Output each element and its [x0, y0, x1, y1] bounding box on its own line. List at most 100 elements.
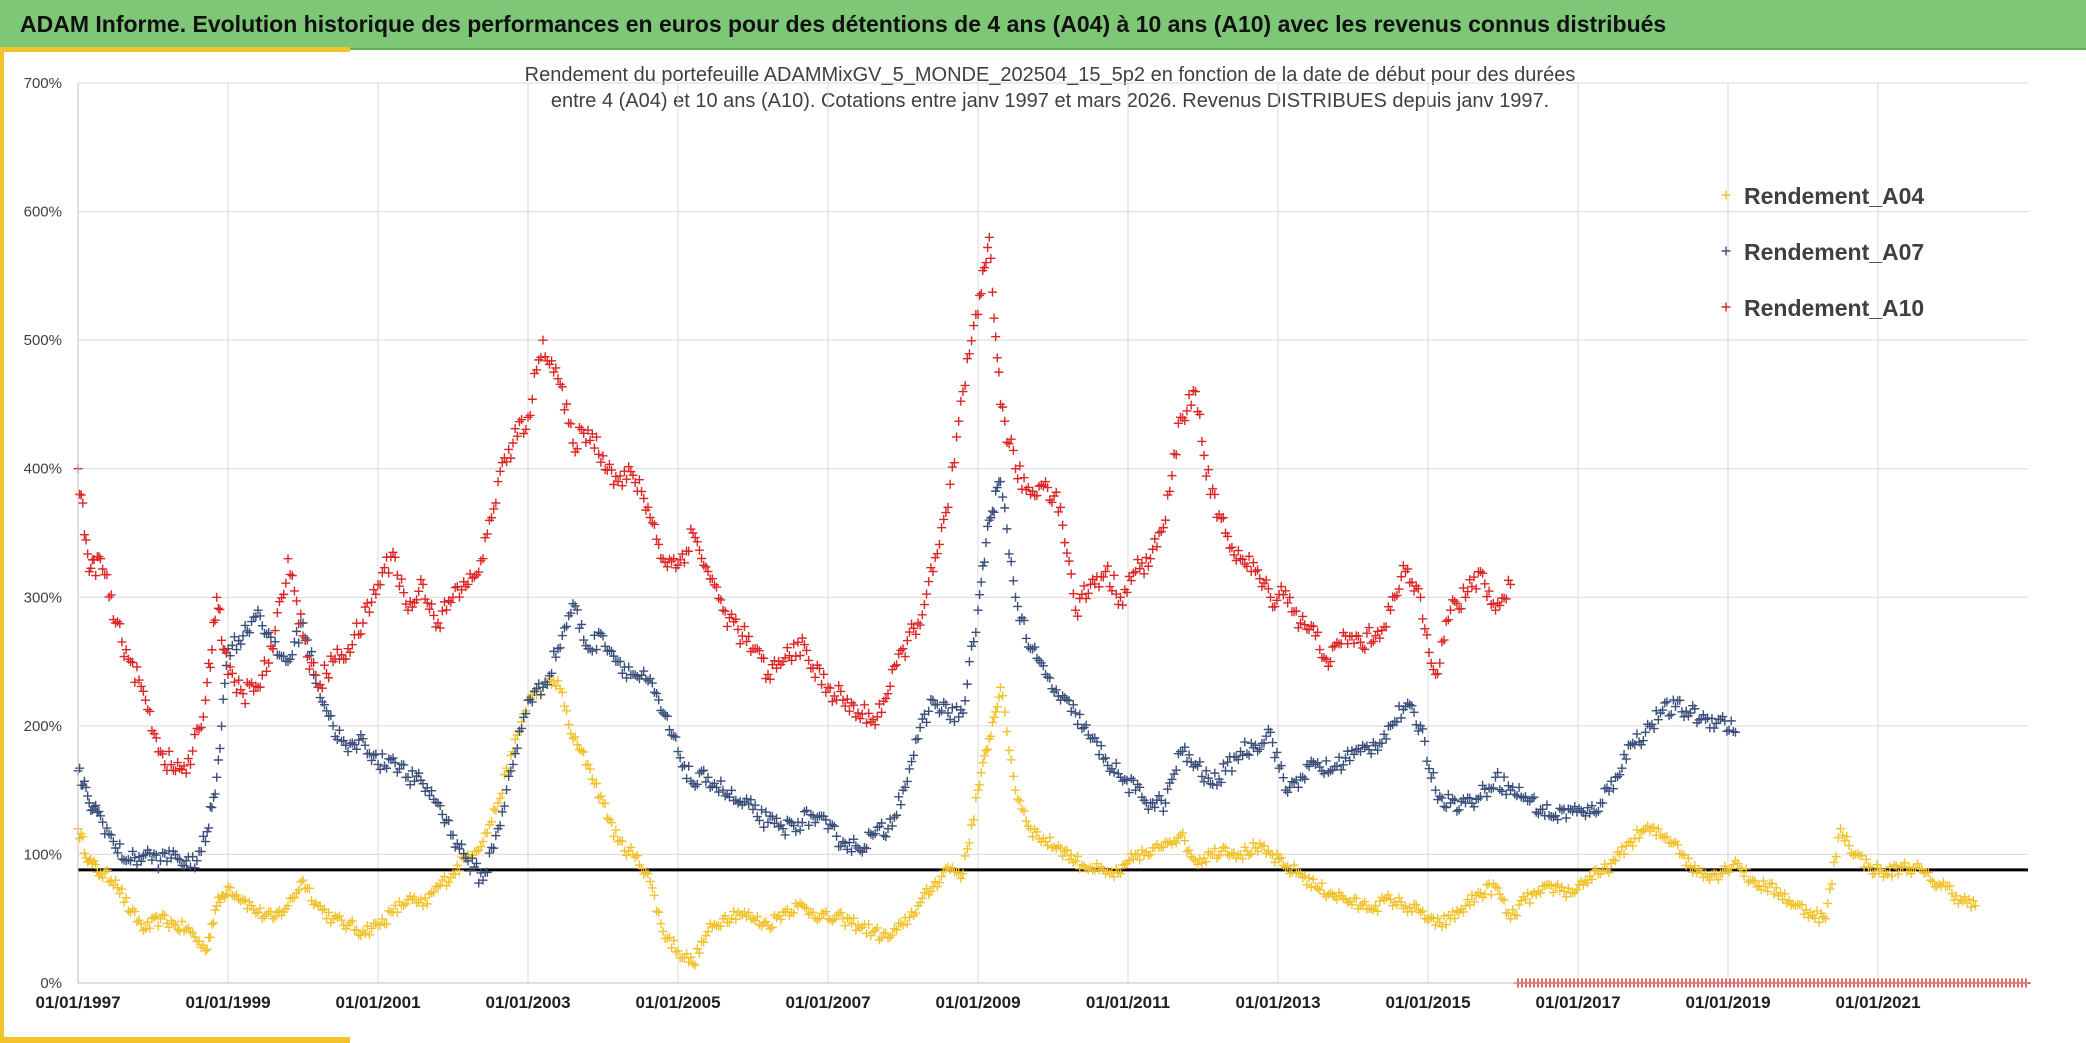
data-point: [401, 899, 411, 909]
data-point: [767, 811, 777, 821]
data-point: [983, 243, 993, 253]
data-point: [1887, 871, 1897, 881]
data-point: [255, 903, 265, 913]
data-point: [1146, 554, 1155, 564]
data-point: [551, 652, 561, 662]
data-point: [1503, 575, 1513, 585]
data-point: [341, 740, 351, 750]
data-point: [1293, 782, 1303, 792]
data-point: [1435, 658, 1445, 668]
data-point: [930, 877, 940, 887]
data-point: [257, 913, 267, 923]
data-point: [143, 705, 153, 715]
data-point: [296, 609, 306, 619]
data-point: [1111, 758, 1121, 768]
data-point: [971, 627, 981, 637]
data-point: [1038, 481, 1048, 491]
data-point: [1349, 638, 1359, 648]
data-point: [949, 458, 959, 468]
data-point: [1617, 763, 1627, 773]
y-tick-label: 500%: [24, 332, 62, 349]
data-point: [1156, 527, 1166, 537]
data-point: [111, 618, 120, 628]
data-point: [1506, 579, 1515, 589]
data-point: [960, 696, 970, 706]
data-point: [857, 709, 867, 719]
legend-marker: [1721, 302, 1731, 312]
data-point: [253, 605, 263, 615]
data-point: [553, 676, 563, 686]
data-point: [1135, 855, 1145, 865]
data-point: [1634, 833, 1644, 843]
data-point: [149, 849, 159, 859]
data-point: [782, 643, 792, 653]
data-point: [1006, 755, 1016, 765]
data-point: [1966, 902, 1976, 912]
data-point: [1476, 567, 1485, 577]
data-point: [686, 524, 696, 534]
data-point: [510, 749, 520, 759]
data-point: [352, 925, 362, 935]
data-point: [232, 890, 242, 900]
data-point: [1328, 642, 1338, 652]
data-point: [1576, 806, 1586, 816]
data-point: [909, 623, 919, 633]
data-point: [915, 723, 925, 733]
data-point: [1441, 920, 1451, 930]
data-point: [238, 631, 248, 641]
data-point: [746, 795, 756, 805]
data-point: [909, 750, 919, 760]
data-point: [115, 619, 125, 629]
data-point: [212, 592, 222, 602]
data-point: [1173, 749, 1183, 759]
data-point: [684, 761, 694, 771]
data-point: [1510, 789, 1520, 799]
data-point: [1711, 718, 1721, 728]
data-point: [138, 925, 148, 935]
data-point: [367, 755, 377, 765]
data-point: [553, 644, 563, 654]
y-tick-label: 700%: [24, 75, 62, 92]
data-point: [304, 664, 314, 674]
data-point: [1662, 832, 1672, 842]
data-point: [367, 924, 377, 934]
data-point: [1210, 768, 1220, 778]
data-point: [759, 918, 769, 928]
data-point: [221, 648, 231, 658]
data-point: [1501, 789, 1511, 799]
data-point: [134, 675, 144, 685]
data-point: [784, 816, 794, 826]
data-point: [1656, 830, 1665, 840]
data-point: [356, 629, 366, 639]
data-point: [1218, 759, 1228, 769]
data-point: [1409, 707, 1419, 717]
data-point: [763, 817, 773, 827]
data-point: [806, 810, 816, 820]
data-point: [1163, 784, 1173, 794]
data-point: [532, 365, 542, 375]
data-point: [1210, 489, 1220, 499]
data-point: [607, 646, 617, 656]
data-point: [757, 805, 767, 815]
data-point: [1197, 436, 1207, 446]
data-point: [986, 513, 996, 523]
data-point: [289, 893, 299, 903]
data-point: [622, 850, 632, 860]
data-point: [1446, 605, 1455, 615]
data-point: [930, 553, 940, 563]
data-point: [1362, 741, 1372, 751]
data-point: [572, 740, 582, 750]
data-point: [1386, 721, 1395, 731]
data-point: [889, 924, 899, 934]
data-point: [832, 831, 842, 841]
data-point: [1578, 880, 1588, 890]
data-point: [1308, 874, 1318, 884]
data-point: [164, 746, 174, 756]
data-point: [1360, 644, 1370, 654]
data-point: [1287, 867, 1297, 877]
data-point: [149, 729, 159, 739]
data-point: [557, 382, 567, 392]
data-point: [424, 604, 434, 614]
data-point: [673, 747, 683, 757]
data-point: [1163, 490, 1173, 500]
